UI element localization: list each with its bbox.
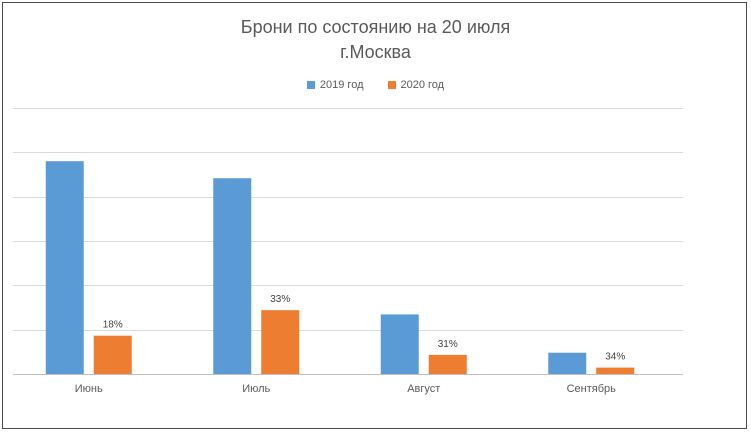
x-tick-label-3: Август [407, 383, 440, 395]
x-tick-label-1: Июнь [75, 383, 103, 395]
legend-label-2019: 2019 год [319, 79, 364, 91]
legend-swatch-2019 [306, 81, 315, 89]
legend-item-2020: 2020 год [387, 79, 445, 91]
legend-label-2020: 2020 год [400, 79, 445, 91]
legend-item-2019: 2019 год [306, 79, 364, 91]
bar-2020-1 [93, 335, 132, 374]
data-label-2020-4: 34% [605, 352, 625, 363]
chart-legend: 2019 год 2020 год [0, 77, 751, 93]
data-label-2020-1: 18% [103, 320, 123, 331]
legend-swatch-2020 [387, 81, 396, 89]
chart-subtitle: г.Москва [340, 42, 411, 62]
data-label-2020-3: 31% [438, 339, 458, 350]
bar-2019-2 [213, 178, 252, 374]
x-tick-label-4: Сентябрь [567, 383, 617, 395]
chart-title: Брони по состоянию на 20 июля [240, 17, 511, 37]
bar-2020-3 [428, 354, 467, 374]
data-label-2020-2: 33% [270, 294, 290, 305]
bar-2020-4 [596, 367, 635, 374]
bar-2019-1 [45, 161, 84, 374]
bar-2020-2 [261, 310, 300, 374]
x-tick-label-2: Июль [242, 383, 270, 395]
bar-2019-3 [380, 314, 419, 374]
bar-2019-4 [548, 352, 587, 374]
